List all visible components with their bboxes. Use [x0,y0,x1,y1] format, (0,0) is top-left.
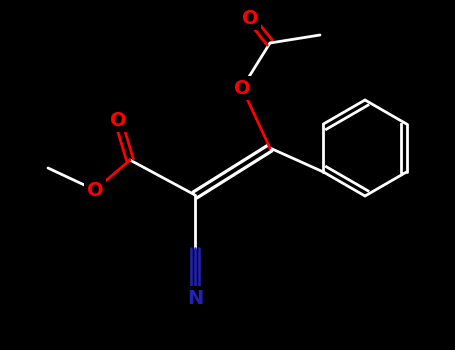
Text: O: O [242,8,258,28]
Text: O: O [87,181,103,199]
Text: O: O [234,78,250,98]
Text: O: O [110,111,126,130]
Text: N: N [187,288,203,308]
